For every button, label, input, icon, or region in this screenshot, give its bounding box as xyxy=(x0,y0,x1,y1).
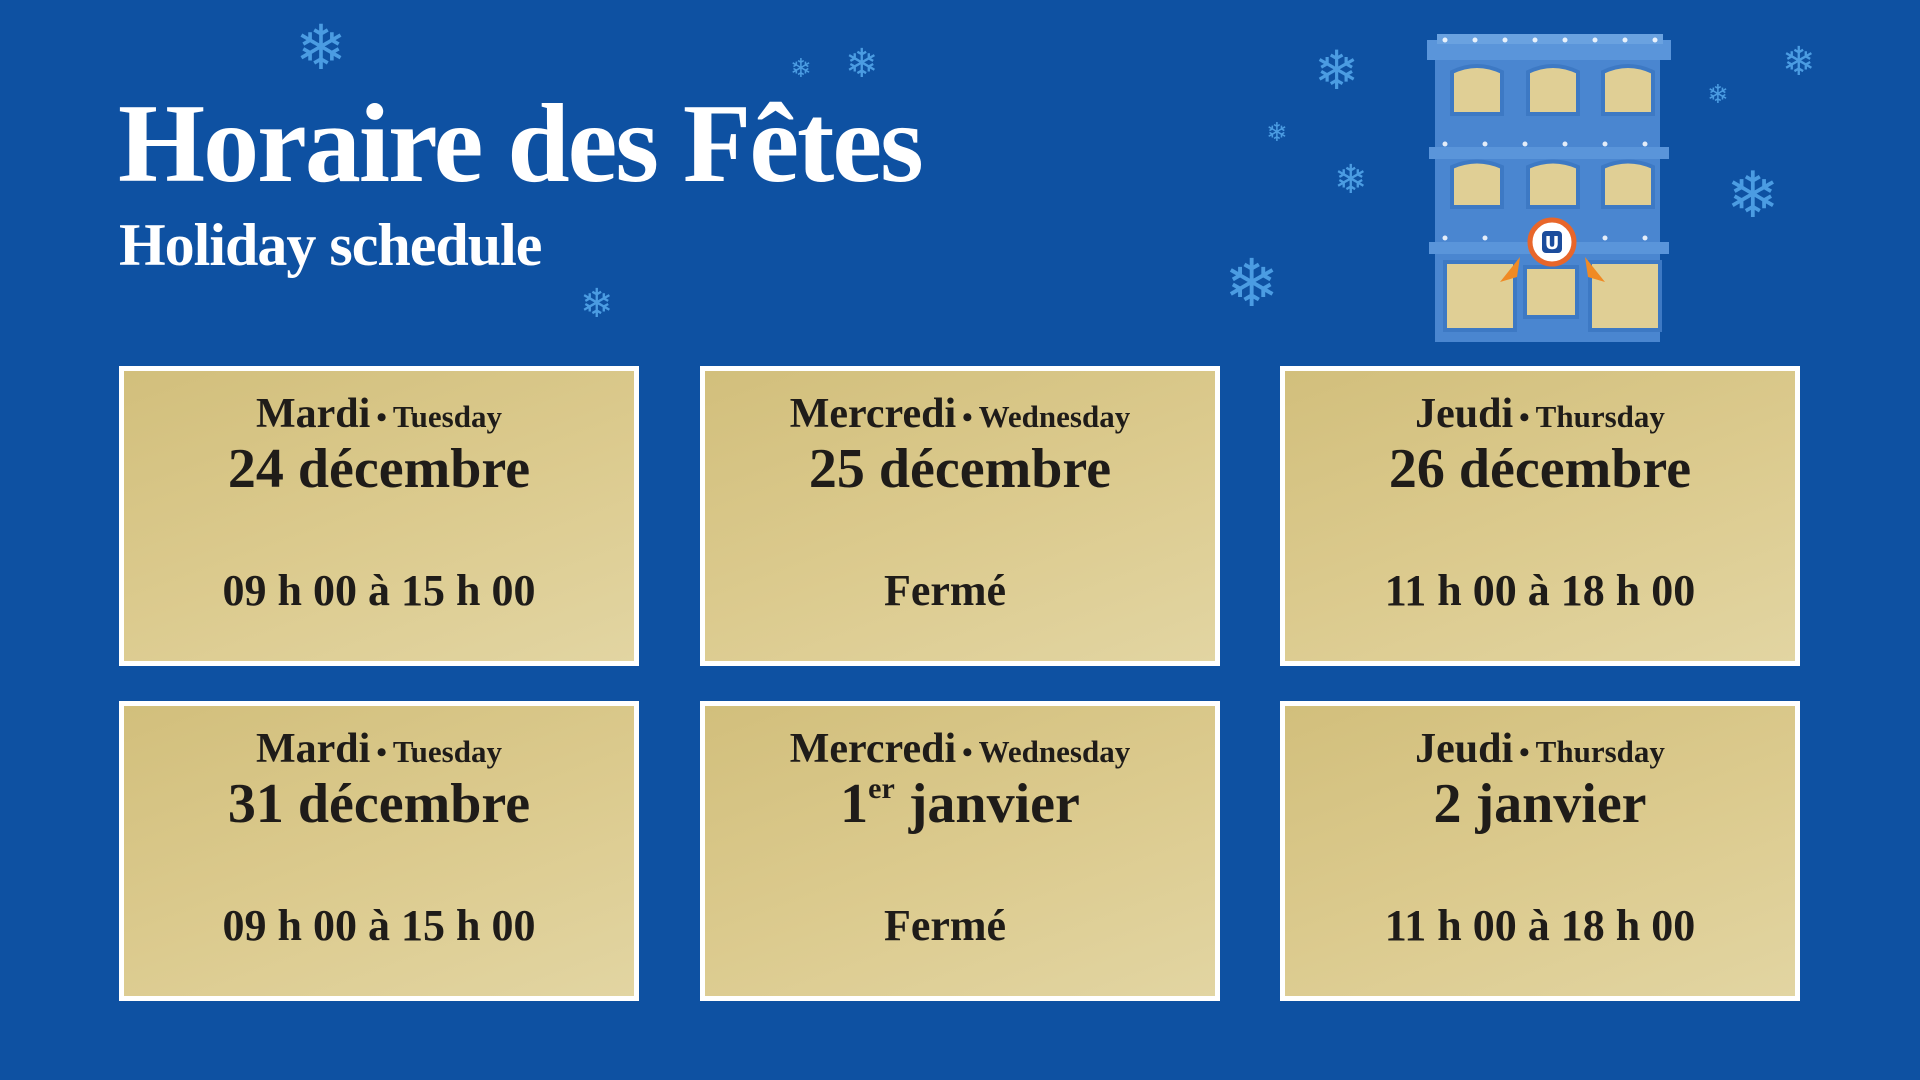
hours-label: 09 h 00 à 15 h 00 xyxy=(222,565,536,615)
separator: • xyxy=(962,736,973,769)
separator: • xyxy=(376,736,387,769)
day-en: Tuesday xyxy=(392,399,502,434)
hours-label: Fermé xyxy=(883,900,1007,950)
day-label: Mardi • Tuesday xyxy=(256,726,502,772)
day-label: Jeudi • Thursday xyxy=(1415,726,1665,772)
date-month: janvier xyxy=(894,773,1080,836)
day-en: Wednesday xyxy=(978,399,1131,434)
ordinal-suffix: er xyxy=(868,772,895,806)
date-number: 1 xyxy=(840,773,869,836)
day-fr: Jeudi xyxy=(1415,391,1514,437)
day-en: Thursday xyxy=(1535,399,1665,434)
day-label: Mercredi • Wednesday xyxy=(790,726,1130,772)
snowflake-icon: ❄ xyxy=(790,54,812,83)
day-label: Jeudi • Thursday xyxy=(1415,391,1665,437)
separator: • xyxy=(376,401,387,434)
separator: • xyxy=(1519,736,1530,769)
day-fr: Mardi xyxy=(256,726,371,772)
date-label: 25 décembre xyxy=(808,438,1112,501)
schedule-card: Mercredi • Wednesday 1er janvier Fermé xyxy=(700,701,1220,1001)
snowflake-icon: ❄ xyxy=(1782,39,1816,84)
snowflake-icon: ❄ xyxy=(845,41,879,86)
schedule-card: Jeudi • Thursday 2 janvier 11 h 00 à 18 h … xyxy=(1280,701,1800,1001)
day-label: Mercredi • Wednesday xyxy=(790,391,1130,437)
page-title: Horaire des Fêtes xyxy=(118,82,924,206)
hours-label: Fermé xyxy=(883,565,1007,615)
snowflake-icon: ❄ xyxy=(1224,248,1280,321)
hours-label: 09 h 00 à 15 h 00 xyxy=(222,900,536,950)
day-label: Mardi • Tuesday xyxy=(256,391,502,437)
schedule-card: Mardi • Tuesday 24 décembre 09 h 00 à 15 h… xyxy=(119,366,639,666)
separator: • xyxy=(962,401,973,434)
snowflake-icon: ❄ xyxy=(1707,80,1729,109)
separator: • xyxy=(1519,401,1530,434)
page-subtitle: Holiday schedule xyxy=(119,212,542,278)
day-en: Wednesday xyxy=(978,734,1131,769)
snowflake-icon: ❄ xyxy=(295,15,347,83)
snowflake-icon: ❄ xyxy=(1266,118,1288,147)
day-fr: Mardi xyxy=(256,391,371,437)
date-label: 1er janvier xyxy=(840,772,1080,836)
day-fr: Jeudi xyxy=(1415,726,1514,772)
schedule-card: Mardi • Tuesday 31 décembre 09 h 00 à 15 h… xyxy=(119,701,639,1001)
store-building-illustration: U xyxy=(1427,34,1671,342)
snowflake-icon: ❄ xyxy=(580,281,614,326)
hours-label: 11 h 00 à 18 h 00 xyxy=(1384,900,1696,950)
date-label: 26 décembre xyxy=(1388,438,1692,501)
snowflake-icon: ❄ xyxy=(1334,157,1368,202)
hours-label: 11 h 00 à 18 h 00 xyxy=(1384,565,1696,615)
day-en: Thursday xyxy=(1535,734,1665,769)
date-label: 2 janvier xyxy=(1433,773,1647,836)
day-fr: Mercredi xyxy=(789,726,957,772)
snowflake-icon: ❄ xyxy=(1314,41,1360,101)
day-en: Tuesday xyxy=(392,734,502,769)
day-fr: Mercredi xyxy=(789,391,957,437)
schedule-card: Mercredi • Wednesday 25 décembre Fermé xyxy=(700,366,1220,666)
date-label: 24 décembre xyxy=(227,438,531,501)
logo-letter: U xyxy=(1545,233,1560,254)
snowflake-icon: ❄ xyxy=(1726,160,1780,231)
schedule-card: Jeudi • Thursday 26 décembre 11 h 00 à 18 … xyxy=(1280,366,1800,666)
date-label: 31 décembre xyxy=(227,773,531,836)
